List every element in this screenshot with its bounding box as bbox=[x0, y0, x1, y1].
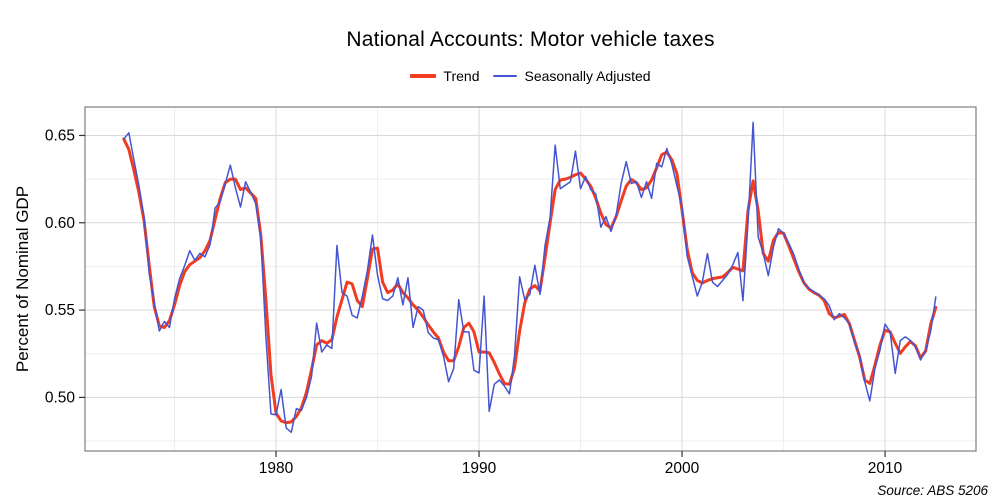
seasonally-adjusted-line-swatch bbox=[493, 75, 518, 77]
chart-title: National Accounts: Motor vehicle taxes bbox=[346, 28, 715, 51]
legend-item-seasonally-adjusted: Seasonally Adjusted bbox=[493, 68, 651, 84]
y-axis-title: Percent of Nominal GDP bbox=[13, 185, 32, 373]
legend-item-trend: Trend bbox=[410, 68, 479, 84]
x-tick-label: 1980 bbox=[259, 460, 294, 477]
seasonally-adjusted-line bbox=[123, 121, 937, 434]
y-tick-label: 0.50 bbox=[45, 389, 76, 406]
x-tick-label: 2010 bbox=[868, 460, 903, 477]
y-tick-label: 0.65 bbox=[45, 127, 75, 144]
trend-line-swatch bbox=[410, 74, 437, 78]
legend-label-trend: Trend bbox=[443, 68, 480, 84]
x-tick-label: 1990 bbox=[462, 460, 497, 477]
source-note: Source: ABS 5206 bbox=[877, 483, 988, 498]
x-tick-label: 2000 bbox=[665, 460, 700, 477]
y-tick-label: 0.55 bbox=[45, 302, 75, 319]
legend: Trend Seasonally Adjusted bbox=[85, 68, 976, 84]
legend-label-seasonally-adjusted: Seasonally Adjusted bbox=[524, 68, 651, 84]
y-tick-label: 0.60 bbox=[45, 215, 76, 232]
panel-border bbox=[84, 106, 977, 452]
